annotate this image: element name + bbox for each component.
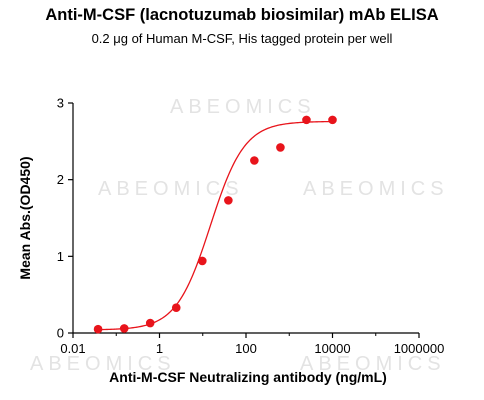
y-axis-title: Mean Abs.(OD450) <box>17 156 33 279</box>
data-point <box>328 115 337 125</box>
axes: 0.01 1 100 10000 1000000 0 1 2 3 <box>57 96 445 357</box>
data-point <box>224 196 233 205</box>
data-point <box>119 324 129 333</box>
watermark: ABEOMICS <box>300 353 446 375</box>
data-point <box>250 156 259 165</box>
watermark: ABEOMICS <box>170 96 316 118</box>
y-tick-label: 3 <box>57 96 64 111</box>
data-point <box>145 318 155 328</box>
x-axis-title: Anti-M-CSF Neutralizing antibody (ng/mL) <box>109 369 387 385</box>
y-tick-label: 0 <box>57 326 64 341</box>
data-point <box>302 115 311 125</box>
x-tick-label: 1 <box>156 341 163 356</box>
watermark: ABEOMICS <box>303 178 449 200</box>
y-tick-label: 1 <box>57 249 64 264</box>
fit-curve <box>98 120 333 331</box>
data-point <box>93 324 103 334</box>
watermark-layer: ABEOMICS ABEOMICS ABEOMICS ABEOMICS ABEO… <box>30 96 449 375</box>
data-point <box>198 256 207 266</box>
x-tick-label: 10000 <box>314 341 350 356</box>
x-tick-label: 1000000 <box>394 341 445 356</box>
watermark: ABEOMICS <box>98 178 244 200</box>
data-point <box>276 143 285 152</box>
data-point <box>171 303 181 313</box>
plot-area <box>93 115 337 334</box>
chart-subtitle: 0.2 μg of Human M-CSF, His tagged protei… <box>91 31 393 46</box>
watermark: ABEOMICS <box>30 353 176 375</box>
x-tick-label: 100 <box>235 341 257 356</box>
x-tick-label: 0.01 <box>60 341 85 356</box>
y-tick-label: 2 <box>57 172 64 187</box>
chart-title: Anti-M-CSF (lacnotuzumab biosimilar) mAb… <box>45 6 439 24</box>
